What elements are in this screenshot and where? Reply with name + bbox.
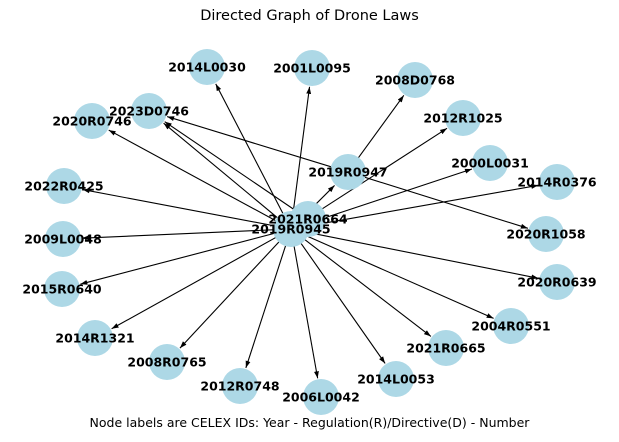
edges-layer [80,83,539,379]
node-2009L0048 [45,221,81,257]
node-label: 2023D0746 [109,104,189,119]
edge-2019R0947-2020R1058 [351,172,529,229]
node-label: 2015R0640 [22,282,102,297]
node-label: 2021R0664 [268,212,348,227]
node-2020R0746 [74,103,110,139]
edge-2019R0945-2006L0042 [291,232,319,379]
node-2008R0765 [149,344,185,380]
node-label: 2014L0053 [357,372,435,387]
node-label: 2008D0768 [375,73,455,88]
edge-2019R0945-2021R0665 [293,230,432,337]
node-label: 2012R0748 [200,379,279,394]
node-2014R0376 [539,164,575,200]
node-circle [45,221,81,257]
edge-2019R0947-2008D0768 [349,95,405,170]
node-label: 2021R0665 [406,341,485,356]
node-circle [222,368,258,404]
node-circle [77,320,113,356]
node-circle [472,145,508,181]
node-label: 2014R0376 [517,175,597,190]
edge-2019R0945-2004R0551 [294,230,494,319]
node-2006L0042 [303,379,339,415]
node-2004R0551 [493,308,529,344]
node-circle [539,164,575,200]
node-circle [189,49,225,85]
node-label: 2001L0095 [273,61,351,76]
node-2001L0095 [294,50,330,86]
node-2014L0053 [378,361,414,397]
edge-2019R0945-2015R0640 [80,229,288,285]
node-2014R1321 [77,320,113,356]
node-2008D0768 [397,62,433,98]
node-circle [46,168,82,204]
node-2015R0640 [44,271,80,307]
node-2019R0947 [330,154,366,190]
node-circle [131,93,167,129]
node-2020R1058 [528,216,564,252]
node-circle [44,271,80,307]
node-2021R0665 [428,330,464,366]
edge-2019R0945-2008R0765 [179,231,289,349]
node-circle [397,62,433,98]
node-circle [378,361,414,397]
node-label: 2014R1321 [55,331,134,346]
node-circle [74,103,110,139]
node-label: 2006L0042 [282,390,360,405]
edge-2021R0664-2023D0746 [164,121,306,218]
edge-2019R0945-2014R0376 [294,184,539,229]
edge-2019R0945-2014R1321 [111,230,288,330]
edge-2019R0945-2022R0425 [82,188,288,229]
edge-2019R0945-2012R0748 [245,232,291,369]
edge-2019R0945-2001L0095 [290,86,312,226]
edge-2019R0945-2014L0030 [215,83,290,226]
node-circle [428,330,464,366]
node-2012R0748 [222,368,258,404]
node-circle [149,344,185,380]
node-circle [539,264,575,300]
node-label: 2020R1058 [506,227,585,242]
graph-caption: Node labels are CELEX IDs: Year - Regula… [89,415,530,430]
node-label: 2000L0031 [451,156,529,171]
node-circle [294,50,330,86]
node-2000L0031 [472,145,508,181]
node-label: 2014L0030 [168,60,246,75]
node-circle [445,100,481,136]
node-label: 2019R0947 [308,165,387,180]
edge-2019R0945-2009L0048 [81,228,288,241]
node-2022R0425 [46,168,82,204]
graph-title: Directed Graph of Drone Laws [200,8,419,24]
node-label: 2008R0765 [127,355,206,370]
edge-2019R0947-2023D0746 [167,116,345,172]
edge-2019R0945-2020R0746 [108,129,288,228]
node-label: 2022R0425 [24,179,103,194]
edge-2019R0945-2023D0746 [163,122,289,227]
node-2014L0030 [189,49,225,85]
node-2021R0664 [290,201,326,237]
node-label: 2009L0048 [24,232,102,247]
node-circle [303,379,339,415]
node-circle [290,201,326,237]
node-2023D0746 [131,93,167,129]
node-label: 2020R0639 [517,275,596,290]
node-circle [493,308,529,344]
edge-2019R0945-2014L0053 [292,231,386,364]
node-2020R0639 [539,264,575,300]
node-circle [330,154,366,190]
node-2012R1025 [445,100,481,136]
edge-2019R0945-2020R0639 [294,229,539,280]
node-label: 2019R0945 [251,222,330,237]
node-label: 2020R0746 [52,114,132,129]
node-label: 2012R1025 [423,111,502,126]
node-circle [528,216,564,252]
node-label: 2004R0551 [471,319,550,334]
